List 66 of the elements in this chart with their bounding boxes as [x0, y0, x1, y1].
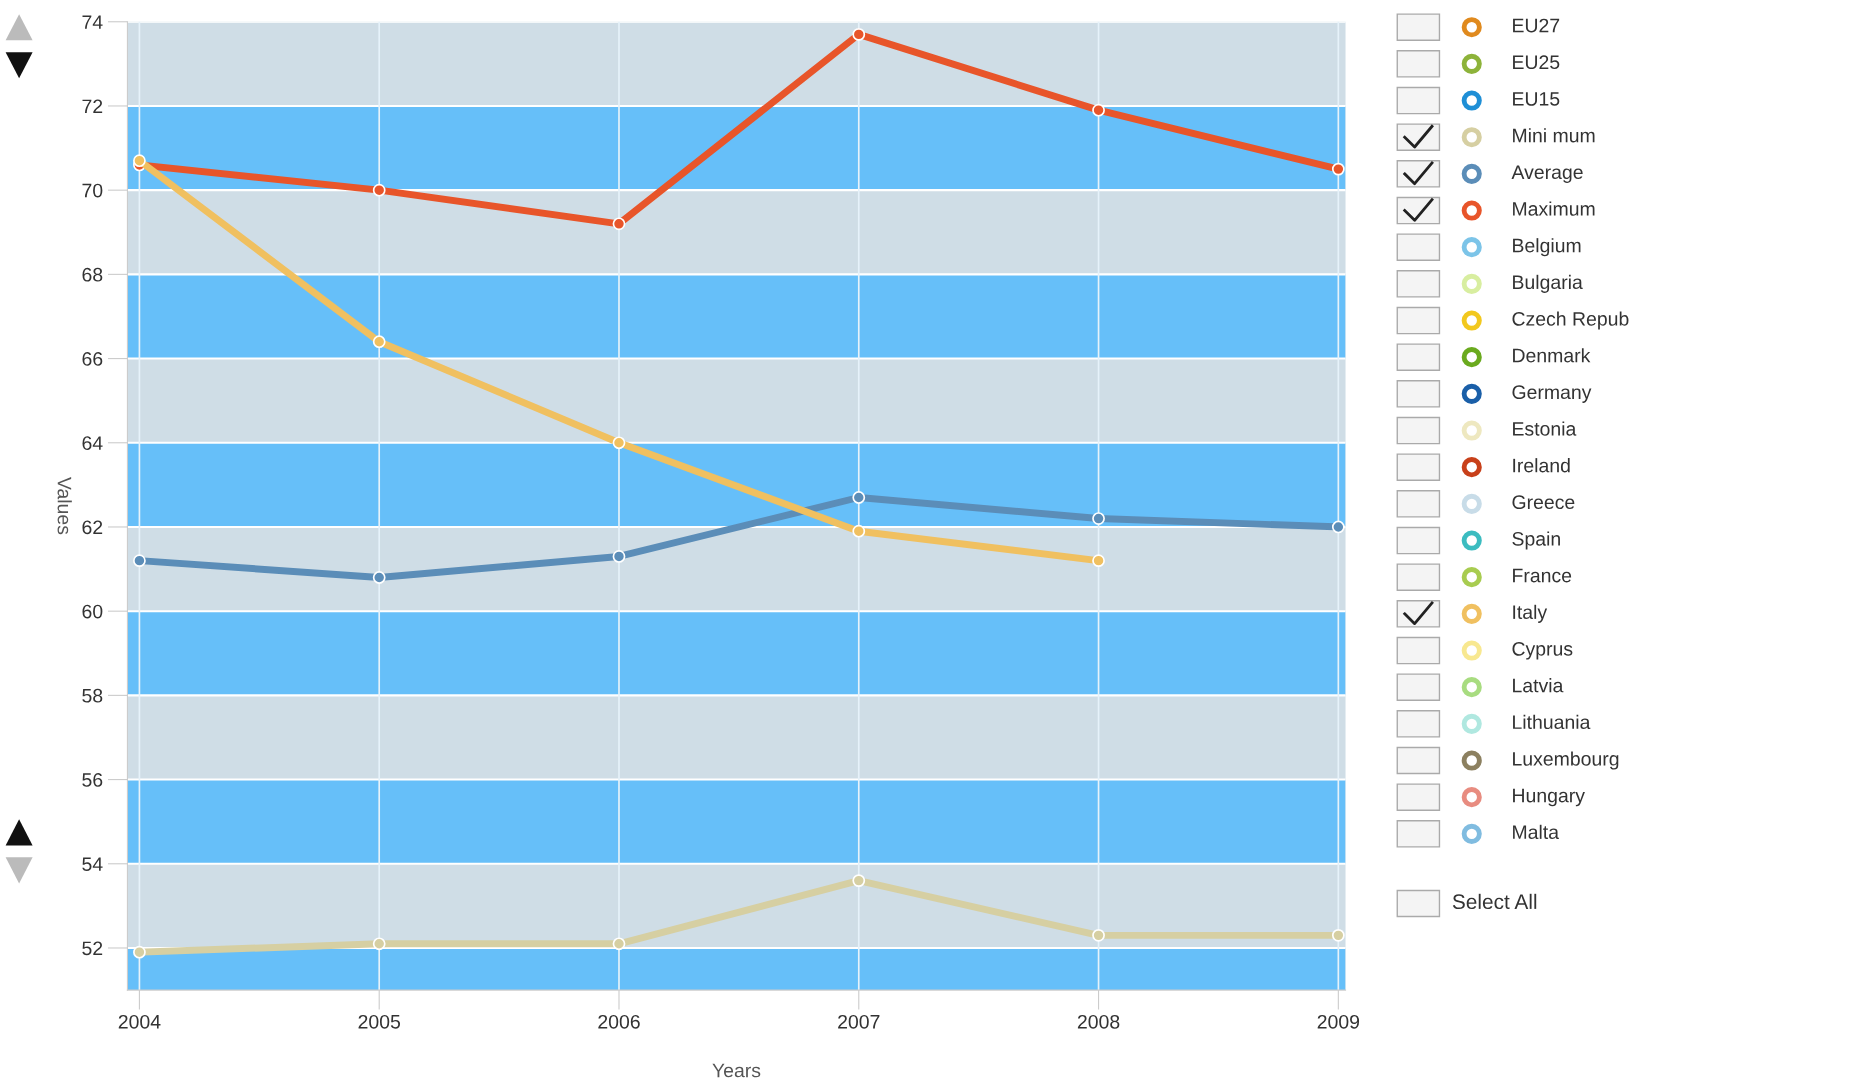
- legend-label: Lithuania: [1513, 714, 1591, 730]
- y-tick-label: 56: [82, 773, 103, 787]
- legend-label: Mini mum: [1513, 128, 1595, 143]
- y-tick-label: 68: [82, 267, 103, 282]
- legend-label: Luxembourg: [1513, 751, 1619, 770]
- legend-label: Germany: [1512, 385, 1592, 403]
- text: Select All: [1452, 893, 1537, 910]
- point: [1092, 554, 1105, 568]
- legend-label: Latvia: [1513, 678, 1564, 693]
- x-axis-title: Years: [712, 1063, 761, 1078]
- legend-label: Estonia: [1513, 421, 1577, 436]
- y-tick-label: 64: [82, 436, 103, 451]
- y-tick-label: 72: [82, 99, 103, 114]
- legend-label: Hungary: [1513, 788, 1585, 807]
- point: [852, 874, 866, 888]
- legend-label: Maximum: [1513, 201, 1595, 216]
- point: [1331, 520, 1345, 534]
- point: [133, 945, 146, 959]
- point: [612, 217, 626, 231]
- legend-label: EU27: [1513, 18, 1560, 33]
- legend-label: Greece: [1512, 495, 1575, 510]
- y-tick-label: 60: [82, 604, 103, 619]
- legend-label: Malta: [1513, 824, 1560, 840]
- point: [133, 554, 146, 568]
- legend-label: Cyprus: [1512, 641, 1573, 660]
- point: [372, 937, 386, 951]
- x-tick-label: 2009: [1317, 1014, 1360, 1029]
- legend-label: Belgium: [1513, 238, 1581, 257]
- point: [612, 436, 626, 450]
- point: [1092, 928, 1105, 942]
- point: [372, 335, 386, 349]
- y-tick-label: 62: [82, 520, 103, 535]
- point: [1331, 928, 1345, 942]
- legend-label: Bulgaria: [1513, 274, 1583, 293]
- point: [372, 183, 386, 197]
- y-tick-label: 54: [82, 857, 103, 872]
- point: [133, 154, 146, 168]
- x-tick-label: 2005: [358, 1014, 401, 1029]
- point: [612, 937, 626, 951]
- y-tick-label: 58: [82, 688, 103, 703]
- point: [1092, 512, 1105, 525]
- x-tick-label: 2008: [1077, 1014, 1120, 1029]
- legend-label: EU15: [1513, 92, 1560, 106]
- y-tick-label: 70: [82, 183, 103, 198]
- legend-label: Average: [1511, 165, 1583, 183]
- point: [1331, 162, 1345, 176]
- y-tick-label: 74: [82, 15, 103, 29]
- y-axis-title: Values: [57, 477, 72, 535]
- legend-label: EU25: [1513, 55, 1560, 70]
- x-tick-label: 2007: [838, 1014, 880, 1029]
- point: [852, 524, 866, 538]
- legend-label: Denmark: [1513, 348, 1591, 363]
- point: [852, 491, 866, 504]
- y-tick-label: 52: [82, 941, 103, 956]
- legend-label: Spain: [1512, 531, 1560, 550]
- legend-label: France: [1513, 568, 1572, 583]
- y-tick-label: 66: [82, 352, 103, 366]
- legend-label: Italy: [1513, 604, 1548, 623]
- point: [612, 550, 626, 563]
- x-tick-label: 2004: [118, 1014, 161, 1029]
- point: [852, 27, 866, 41]
- x-tick-label: 2006: [598, 1014, 640, 1029]
- point: [1092, 103, 1105, 117]
- legend-label: Czech Repub: [1512, 311, 1629, 330]
- point: [372, 571, 386, 584]
- legend-label: Ireland: [1513, 458, 1570, 473]
